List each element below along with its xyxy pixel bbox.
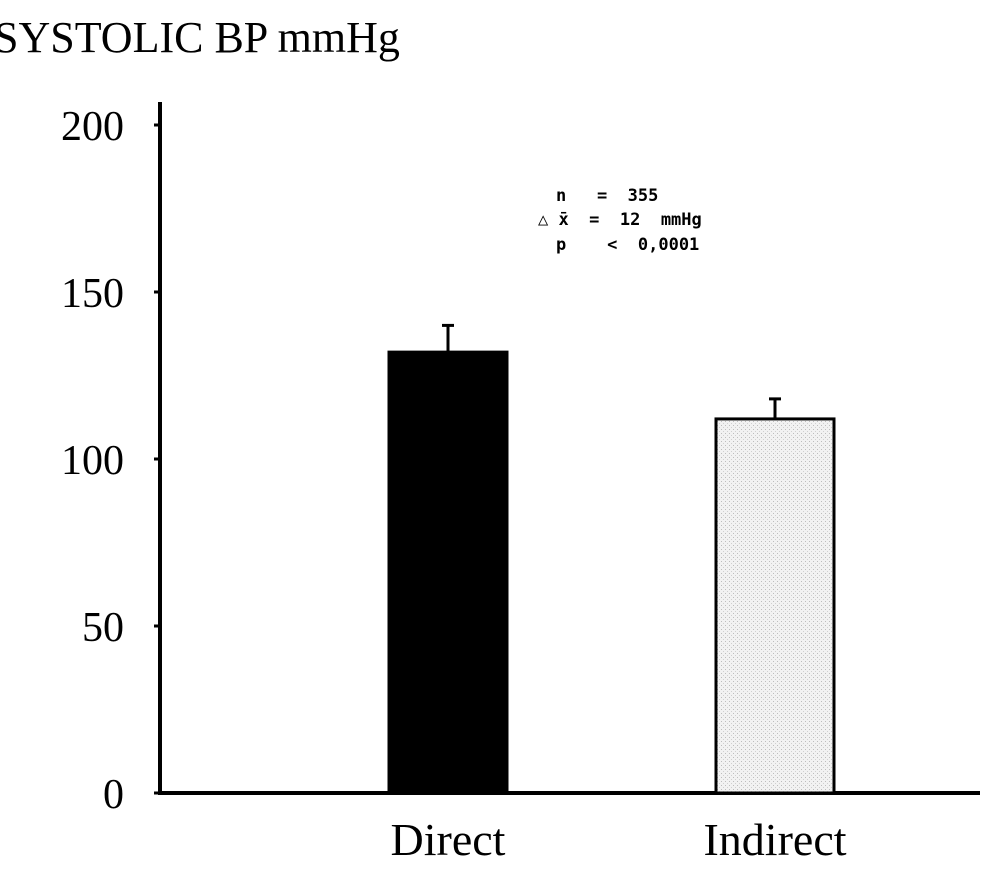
y-tick-label: 50 [82,605,124,651]
axes [158,102,980,795]
y-axis-ticks: 0 50 100 150 200 [61,104,160,818]
chart-title: SYSTOLIC BP mmHg [0,13,400,62]
y-tick-label: 200 [61,104,124,150]
bar-direct [387,350,509,795]
stats-annotation: n = 355 △ x̄ = 12 mmHg p < 0,0001 [538,186,702,255]
y-tick-label: 150 [61,271,124,317]
bars [387,323,836,795]
bar-indirect [714,417,836,795]
y-tick-label: 100 [61,438,124,484]
annotation-delta-mean: △ x̄ = 12 mmHg [538,210,702,230]
annotation-p-value: p < 0,0001 [556,235,699,255]
x-label-indirect: Indirect [703,814,846,865]
x-label-direct: Direct [391,814,506,865]
annotation-n: n = 355 [556,186,658,206]
y-tick-label: 0 [103,772,124,818]
x-axis-labels: Direct Indirect [391,814,847,865]
